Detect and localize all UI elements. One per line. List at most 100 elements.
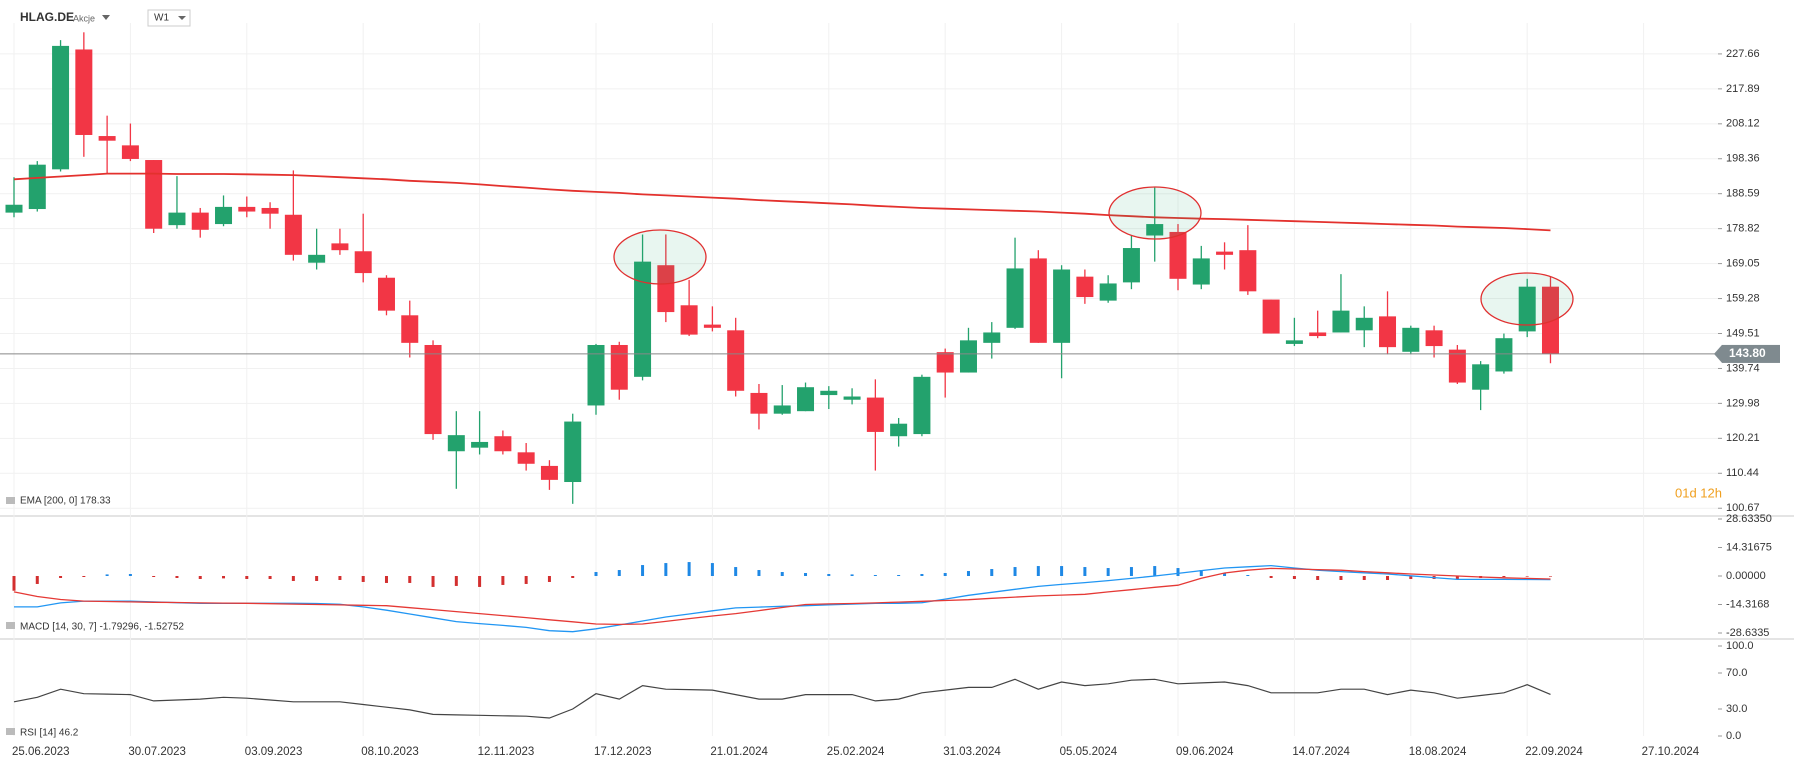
- histogram-bar: [641, 565, 645, 576]
- highlight: [1480, 272, 1574, 326]
- candle-body: [52, 45, 70, 170]
- histogram-bar: [687, 562, 691, 576]
- histogram-bar: [524, 576, 528, 584]
- histogram-bar: [12, 576, 16, 591]
- interval-dropdown[interactable]: [178, 16, 186, 20]
- histogram-bar: [1036, 566, 1040, 576]
- symbol[interactable]: HLAG.DE: [20, 10, 74, 24]
- histogram-bar: [1548, 576, 1552, 577]
- candle-body: [75, 49, 93, 135]
- histogram-bar: [1455, 576, 1459, 579]
- candles: [5, 32, 1559, 504]
- candle-body: [680, 305, 698, 335]
- candle-body: [1262, 299, 1280, 334]
- y-tick-label: 227.66: [1726, 48, 1760, 60]
- y-tick-label: 198.36: [1726, 153, 1760, 165]
- y-tick-label: 110.44: [1726, 467, 1759, 479]
- histogram-bar: [920, 574, 924, 576]
- candle-body: [168, 212, 186, 226]
- interval[interactable]: W1: [154, 13, 169, 24]
- candle-body: [331, 243, 349, 251]
- histogram-bar: [1013, 567, 1017, 576]
- candle-body: [1518, 286, 1536, 332]
- y-tick-label: 30.0: [1726, 703, 1747, 715]
- candle-body: [1122, 248, 1140, 283]
- candle-body: [773, 405, 791, 414]
- highlight: [613, 229, 707, 285]
- histogram-bar: [454, 576, 458, 586]
- candle-body: [983, 332, 1001, 343]
- candle-body: [1309, 332, 1327, 337]
- candle-body: [145, 160, 163, 229]
- bar-countdown: 01d 12h: [1675, 485, 1722, 500]
- histogram-bar: [1292, 576, 1296, 579]
- x-tick-label: 09.06.2024: [1176, 746, 1234, 758]
- histogram-bar: [594, 572, 598, 576]
- histogram-bar: [1060, 566, 1064, 576]
- candle-body: [1448, 349, 1466, 383]
- instrument-kind: Akcje: [73, 13, 95, 23]
- candle-body: [424, 344, 442, 435]
- candle-body: [238, 206, 256, 212]
- candle-body: [750, 392, 768, 414]
- legend-entry: MACD [14, 30, 7] -1.79296, -1.52752: [20, 622, 184, 633]
- y-tick-label: 100.0: [1726, 640, 1754, 652]
- line: [13, 567, 1551, 626]
- candle-body: [1006, 268, 1024, 328]
- y-tick-label: 139.74: [1726, 362, 1760, 374]
- histogram-bar: [943, 573, 947, 576]
- candle-body: [564, 421, 582, 483]
- x-tick-label: 14.07.2024: [1292, 746, 1350, 758]
- histogram-bar: [710, 563, 714, 576]
- histogram-bar: [82, 576, 86, 577]
- interval-box[interactable]: [147, 9, 191, 27]
- candle-body: [1425, 330, 1443, 347]
- histogram-bar: [1409, 576, 1413, 579]
- x-tick-label: 12.11.2023: [478, 746, 535, 758]
- candle-body: [401, 315, 419, 343]
- histogram-bar: [780, 572, 784, 576]
- candle-body: [121, 145, 139, 159]
- x-tick-label: 08.10.2023: [361, 746, 419, 758]
- histogram-bar: [245, 576, 249, 579]
- candle-body: [1541, 286, 1559, 354]
- histogram-bar: [1176, 568, 1180, 576]
- candle-body: [1495, 338, 1513, 372]
- histogram-bar: [897, 575, 901, 576]
- histogram-bar: [1153, 566, 1157, 576]
- price-label-box: [1722, 344, 1780, 363]
- candle-body: [471, 441, 489, 448]
- histogram-bar: [198, 576, 202, 579]
- line: [13, 678, 1551, 719]
- candle-body: [1099, 283, 1117, 301]
- y-tick-label: -14.3168: [1726, 598, 1769, 610]
- candle-body: [284, 214, 302, 255]
- y-tick-label: 129.98: [1726, 397, 1760, 409]
- candle-body: [703, 324, 721, 328]
- candle-body: [820, 390, 838, 396]
- candle-body: [727, 330, 745, 391]
- candle-body: [959, 340, 977, 373]
- price-label-arrow: [1714, 344, 1722, 363]
- candle-body: [657, 265, 675, 313]
- candle-body: [517, 452, 535, 464]
- histogram-bar: [804, 573, 808, 576]
- symbol-dropdown[interactable]: [102, 15, 110, 20]
- candle-body: [1216, 251, 1234, 255]
- x-tick-label: 17.12.2023: [594, 746, 652, 758]
- histogram-bar: [152, 576, 156, 577]
- legend-entry: RSI [14] 46.2: [20, 728, 79, 739]
- histogram-bar: [501, 576, 505, 585]
- y-tick-label: 0.00000: [1726, 570, 1766, 582]
- candle-body: [890, 423, 908, 437]
- x-tick-label: 21.01.2024: [710, 746, 768, 758]
- y-tick-label: 149.51: [1726, 327, 1760, 339]
- histogram-bar: [1223, 573, 1227, 576]
- histogram-bar: [1269, 576, 1273, 578]
- histogram-bar: [1083, 567, 1087, 576]
- x-tick-label: 25.06.2023: [12, 746, 70, 758]
- candle-body: [1029, 258, 1047, 343]
- candle-body: [354, 251, 372, 274]
- candle-body: [1239, 250, 1257, 292]
